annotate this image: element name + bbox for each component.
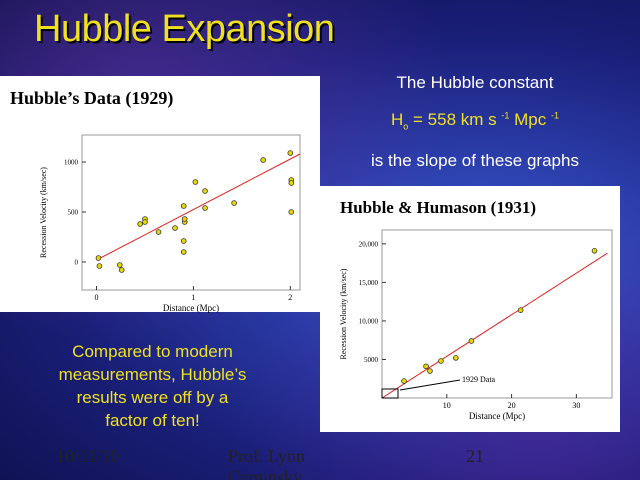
data-point bbox=[231, 200, 237, 206]
chart-panel bbox=[0, 76, 320, 312]
chart-title: Hubble & Humason (1931) bbox=[340, 198, 536, 217]
x-axis-label: Distance (Mpc) bbox=[469, 411, 525, 421]
data-point bbox=[468, 338, 475, 344]
data-point bbox=[172, 225, 178, 231]
data-point bbox=[155, 229, 162, 235]
annotation-arrow bbox=[399, 379, 461, 391]
data-point bbox=[427, 368, 433, 374]
x-tick-label: 0 bbox=[95, 293, 99, 302]
data-point bbox=[137, 221, 143, 227]
y-tick-label: 15,000 bbox=[359, 279, 379, 287]
chart-panel bbox=[320, 186, 620, 432]
data-point bbox=[118, 267, 125, 273]
y-axis-label: Recession Velocity (km/sec) bbox=[39, 167, 48, 258]
annotation-box bbox=[381, 388, 399, 399]
x-tick-label: 2 bbox=[288, 293, 292, 302]
y-tick-label: 20,000 bbox=[359, 240, 379, 248]
x-tick-label: 10 bbox=[443, 401, 451, 410]
data-point bbox=[517, 307, 524, 313]
data-point bbox=[202, 205, 208, 211]
y-tick-label: 5000 bbox=[364, 356, 379, 364]
annotation: 1929 Data bbox=[462, 375, 496, 384]
symbol: H bbox=[390, 110, 404, 129]
data-point bbox=[116, 262, 123, 268]
note: Compared to modern measurements, Hubble’… bbox=[20, 340, 285, 432]
note-line: Compared to modern bbox=[72, 342, 233, 361]
data-point bbox=[423, 363, 429, 370]
text-line: is the slope of these graphs bbox=[371, 151, 579, 170]
footer-date: 10/11/10 bbox=[56, 446, 120, 466]
y-tick-label: 0 bbox=[75, 259, 79, 267]
y-tick-label: 10,000 bbox=[359, 317, 379, 325]
note-line: factor of ten! bbox=[105, 411, 200, 430]
exponent: -1 bbox=[501, 110, 510, 121]
y-axis-label: Recession Velocity (km/sec) bbox=[339, 268, 348, 359]
footer-page: 21 bbox=[466, 446, 484, 466]
data-point bbox=[591, 248, 598, 254]
x-tick-label: 30 bbox=[572, 401, 580, 410]
data-point bbox=[401, 378, 407, 384]
data-point bbox=[96, 263, 103, 269]
x-tick-label: 1 bbox=[191, 293, 195, 302]
data-point bbox=[288, 209, 295, 215]
fit-line bbox=[96, 153, 301, 261]
data-point bbox=[192, 179, 199, 185]
footer-author: Prof. Lynn Cominsky bbox=[228, 446, 306, 480]
formula-text: = 558 km s bbox=[413, 110, 497, 129]
data-point bbox=[180, 238, 187, 244]
x-tick-label: 20 bbox=[508, 401, 516, 410]
unit: Mpc bbox=[514, 110, 547, 129]
fit-line bbox=[381, 252, 608, 399]
data-point bbox=[202, 188, 208, 194]
data-point bbox=[260, 157, 266, 163]
y-tick-label: 500 bbox=[68, 209, 79, 217]
data-point bbox=[180, 203, 187, 209]
subscript: o bbox=[403, 121, 409, 132]
data-point bbox=[453, 355, 459, 361]
text-line: The Hubble constant bbox=[396, 73, 554, 92]
data-point bbox=[181, 216, 188, 222]
exponent: -1 bbox=[550, 110, 559, 121]
data-point bbox=[95, 255, 102, 261]
chart-title: Hubble’s Data (1929) bbox=[10, 88, 173, 109]
plot-frame bbox=[381, 229, 613, 399]
data-point bbox=[287, 150, 294, 156]
data-point bbox=[288, 180, 295, 186]
note-line: measurements, Hubble’s bbox=[58, 365, 247, 384]
data-point bbox=[142, 219, 148, 225]
data-point bbox=[180, 249, 187, 255]
data-point bbox=[438, 358, 444, 364]
x-axis-label: Distance (Mpc) bbox=[163, 303, 219, 313]
note-line: results were off by a bbox=[76, 388, 229, 407]
slide-title: Hubble Expansion bbox=[34, 8, 335, 50]
formula: Ho = 558 km s -1 Mpc -1 bbox=[340, 110, 610, 131]
y-tick-label: 1000 bbox=[64, 159, 79, 167]
